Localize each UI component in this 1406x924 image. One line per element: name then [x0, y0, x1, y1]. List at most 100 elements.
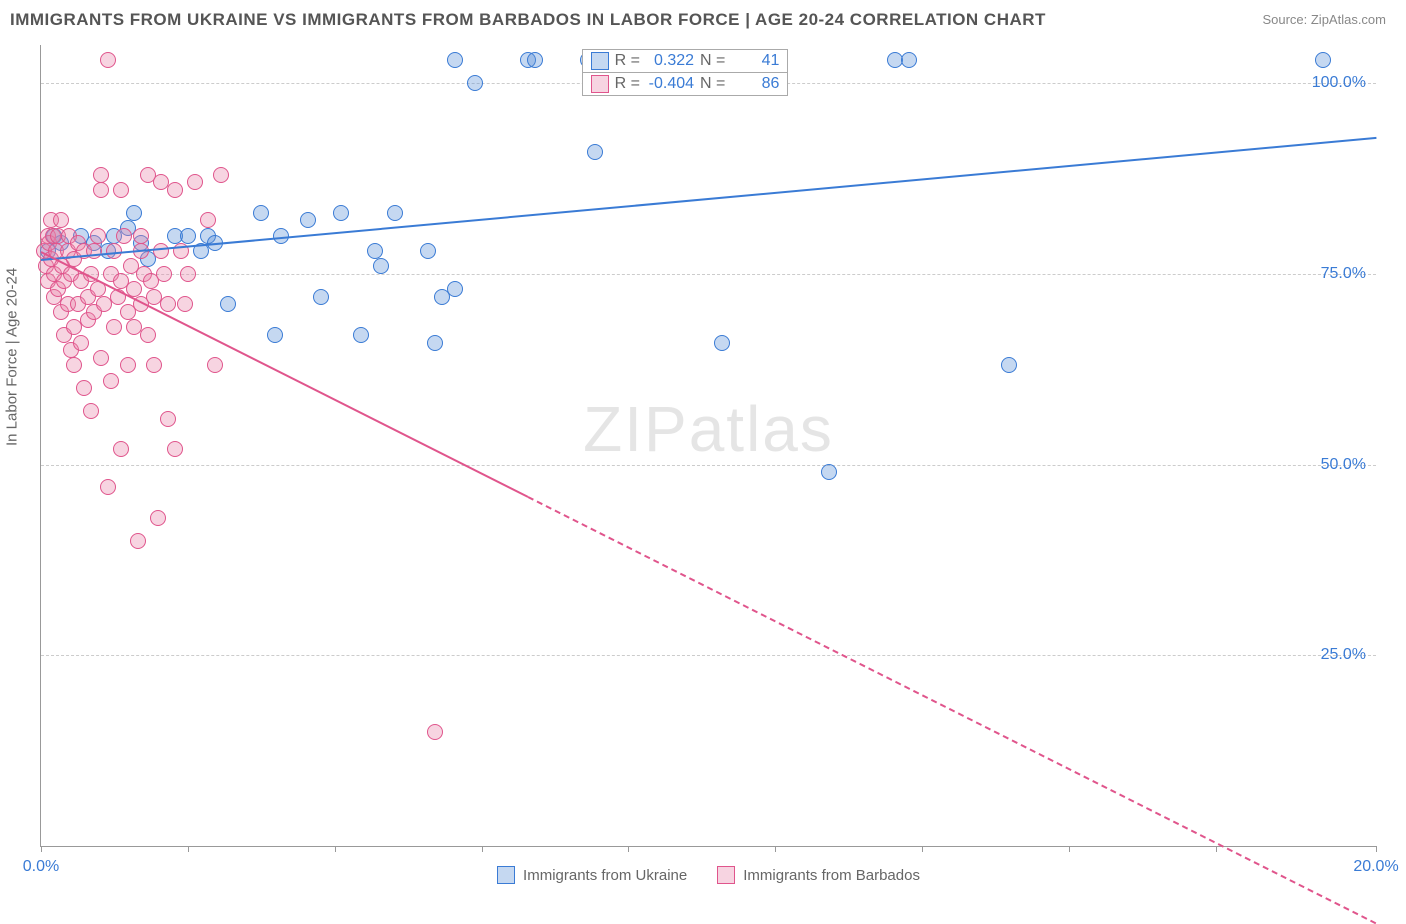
- x-tick: [1216, 846, 1217, 852]
- data-point: [527, 52, 543, 68]
- x-tick: [1376, 846, 1377, 852]
- data-point: [160, 411, 176, 427]
- data-point: [427, 724, 443, 740]
- stats-row: R =-0.404N =86: [583, 72, 788, 95]
- chart-title: IMMIGRANTS FROM UKRAINE VS IMMIGRANTS FR…: [10, 10, 1046, 30]
- data-point: [714, 335, 730, 351]
- data-point: [53, 212, 69, 228]
- data-point: [93, 350, 109, 366]
- data-point: [447, 281, 463, 297]
- data-point: [587, 144, 603, 160]
- gridline-h: [41, 655, 1376, 656]
- legend-label: Immigrants from Barbados: [743, 867, 920, 884]
- data-point: [367, 243, 383, 259]
- legend-label: Immigrants from Ukraine: [523, 867, 687, 884]
- r-value: 0.322: [646, 52, 694, 70]
- data-point: [133, 228, 149, 244]
- legend-item: Immigrants from Ukraine: [497, 866, 687, 884]
- data-point: [140, 327, 156, 343]
- stats-row: R = 0.322 N = 41: [583, 50, 788, 72]
- series-swatch: [591, 52, 609, 70]
- data-point: [76, 380, 92, 396]
- y-tick-label: 50.0%: [1321, 456, 1366, 474]
- data-point: [130, 533, 146, 549]
- data-point: [120, 357, 136, 373]
- gridline-h: [41, 465, 1376, 466]
- data-point: [427, 335, 443, 351]
- watermark-bold: ZIP: [583, 393, 689, 465]
- data-point: [901, 52, 917, 68]
- data-point: [146, 357, 162, 373]
- legend-item: Immigrants from Barbados: [717, 866, 920, 884]
- data-point: [447, 52, 463, 68]
- data-point: [160, 296, 176, 312]
- n-value: 41: [731, 52, 779, 70]
- stats-box: R = 0.322 N = 41R = -0.404 N = 86: [582, 49, 789, 96]
- data-point: [353, 327, 369, 343]
- data-point: [90, 228, 106, 244]
- data-point: [156, 266, 172, 282]
- n-label: N =: [700, 75, 725, 93]
- n-label: N =: [700, 52, 725, 70]
- data-point: [1001, 357, 1017, 373]
- x-tick-label: 0.0%: [23, 858, 59, 876]
- x-axis-legend: Immigrants from Ukraine Immigrants from B…: [41, 866, 1376, 884]
- legend-swatch: [497, 866, 515, 884]
- x-tick-label: 20.0%: [1353, 858, 1398, 876]
- data-point: [253, 205, 269, 221]
- source-attribution: Source: ZipAtlas.com: [1262, 12, 1386, 27]
- data-point: [106, 319, 122, 335]
- r-value: -0.404: [646, 75, 694, 93]
- data-point: [267, 327, 283, 343]
- data-point: [420, 243, 436, 259]
- data-point: [177, 296, 193, 312]
- gridline-h: [41, 274, 1376, 275]
- data-point: [1315, 52, 1331, 68]
- data-point: [150, 510, 166, 526]
- x-tick: [775, 846, 776, 852]
- data-point: [373, 258, 389, 274]
- x-tick: [188, 846, 189, 852]
- legend-swatch: [717, 866, 735, 884]
- data-point: [821, 464, 837, 480]
- data-point: [333, 205, 349, 221]
- trend-line: [528, 496, 1377, 924]
- watermark-thin: atlas: [689, 393, 834, 465]
- y-axis-label: In Labor Force | Age 20-24: [4, 268, 21, 446]
- y-tick-label: 25.0%: [1321, 646, 1366, 664]
- data-point: [467, 75, 483, 91]
- data-point: [180, 266, 196, 282]
- r-label: R =: [615, 52, 640, 70]
- data-point: [113, 182, 129, 198]
- x-tick: [482, 846, 483, 852]
- x-tick: [922, 846, 923, 852]
- data-point: [180, 228, 196, 244]
- x-tick: [335, 846, 336, 852]
- data-point: [220, 296, 236, 312]
- data-point: [66, 357, 82, 373]
- x-tick: [1069, 846, 1070, 852]
- data-point: [113, 441, 129, 457]
- n-value: 86: [731, 75, 779, 93]
- data-point: [187, 174, 203, 190]
- plot-area: ZIPatlas Immigrants from UkraineImmigran…: [40, 45, 1376, 847]
- watermark: ZIPatlas: [583, 392, 834, 466]
- data-point: [83, 403, 99, 419]
- trend-line: [41, 137, 1376, 261]
- data-point: [116, 228, 132, 244]
- data-point: [103, 373, 119, 389]
- data-point: [213, 167, 229, 183]
- data-point: [100, 52, 116, 68]
- series-swatch: [591, 75, 609, 93]
- data-point: [387, 205, 403, 221]
- data-point: [167, 441, 183, 457]
- data-point: [93, 167, 109, 183]
- data-point: [313, 289, 329, 305]
- data-point: [126, 205, 142, 221]
- data-point: [93, 182, 109, 198]
- x-tick: [628, 846, 629, 852]
- data-point: [207, 357, 223, 373]
- x-tick: [41, 846, 42, 852]
- data-point: [153, 243, 169, 259]
- source-value: ZipAtlas.com: [1311, 12, 1386, 27]
